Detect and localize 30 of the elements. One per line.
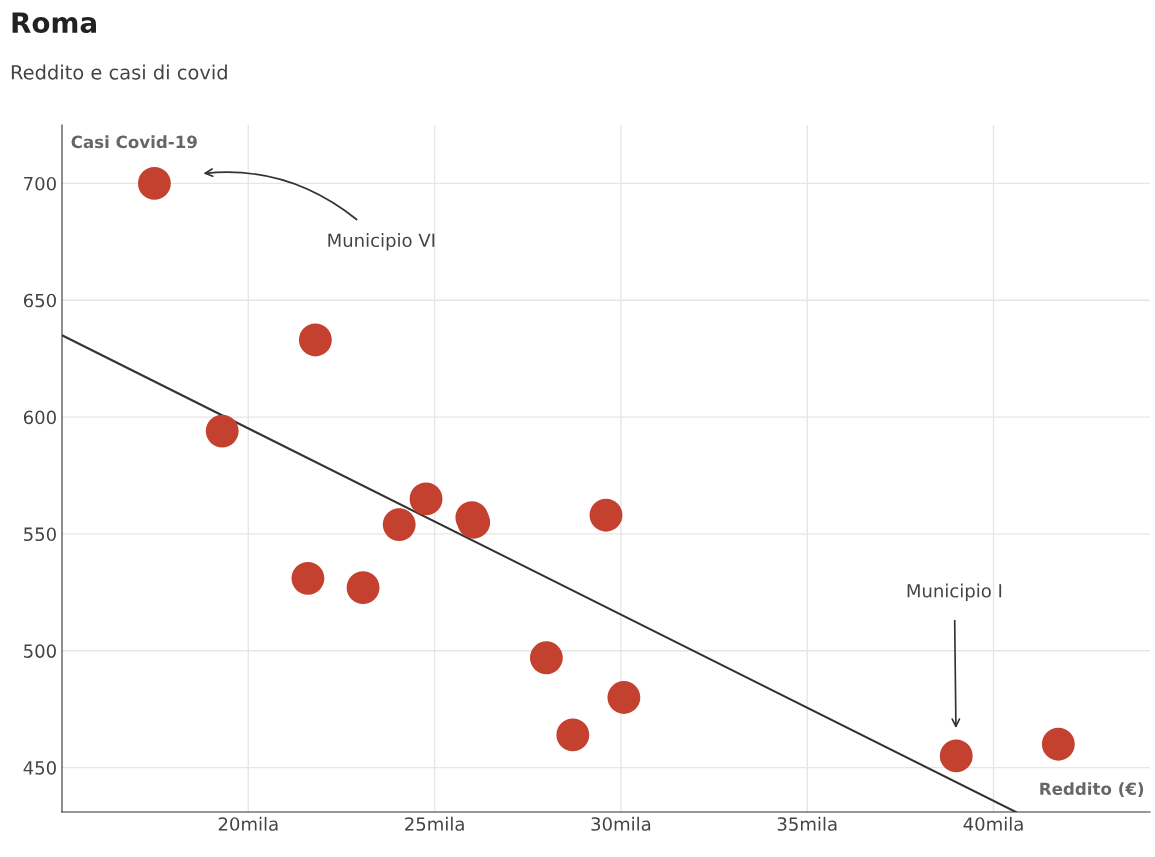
- point: [205, 414, 239, 448]
- chart-subtitle: Reddito e casi di covid: [11, 64, 227, 80]
- point: [137, 166, 171, 200]
- point: [607, 681, 641, 714]
- point: [298, 323, 332, 357]
- point: [346, 571, 380, 605]
- y-tick-label: 650: [23, 293, 56, 308]
- point: [556, 718, 590, 752]
- y-tick-label: 450: [23, 761, 56, 775]
- x-tick-label: 40mila: [963, 816, 1023, 831]
- y-tick-label: 600: [23, 410, 56, 425]
- point: [382, 508, 416, 542]
- point: [291, 561, 325, 595]
- x-tick-label: 20mila: [218, 816, 278, 831]
- chart-title: Roma: [12, 12, 96, 34]
- annotation: Municipio VI: [328, 233, 435, 251]
- point: [529, 641, 563, 675]
- point: [939, 739, 973, 773]
- y-tick-label: 700: [24, 176, 56, 191]
- point: [1041, 727, 1075, 761]
- x-tick-label: 30mila: [591, 816, 651, 831]
- y-tick-label: 550: [24, 527, 56, 542]
- point: [589, 498, 623, 532]
- x-tick-label: 35mila: [777, 816, 837, 831]
- x-axis-title: Reddito (€): [1040, 782, 1144, 797]
- y-tick-label: 500: [24, 644, 56, 658]
- point: [409, 482, 443, 516]
- annotation: Municipio I: [907, 583, 1002, 602]
- y-axis-title: Casi Covid-19: [71, 135, 197, 149]
- x-tick-label: 25mila: [405, 816, 464, 831]
